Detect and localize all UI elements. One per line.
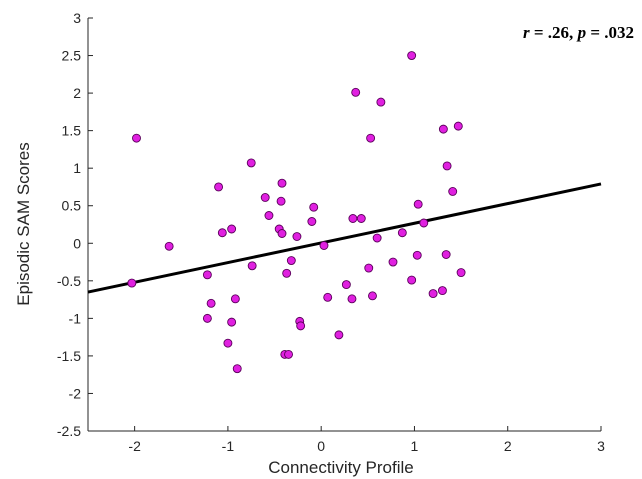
data-point [347, 294, 357, 304]
data-point [366, 133, 376, 143]
data-point [372, 233, 382, 243]
y-tick-label: 0 [73, 235, 81, 251]
regression-line [87, 182, 602, 294]
data-point [214, 182, 224, 192]
y-tick-label: -1 [69, 310, 82, 326]
data-point [453, 121, 463, 131]
data-point [247, 261, 257, 271]
data-points [127, 51, 466, 374]
data-point [230, 294, 240, 304]
data-point [351, 87, 361, 97]
r-symbol: r [523, 23, 530, 42]
y-tick-label: 2.5 [62, 48, 82, 64]
data-point [307, 217, 317, 226]
data-point [282, 268, 292, 278]
y-tick-label: -1.5 [57, 348, 81, 364]
y-tick-label: 3 [73, 10, 81, 26]
x-axis-title: Connectivity Profile [268, 458, 414, 477]
y-tick-label: -2.5 [57, 423, 81, 439]
data-point [277, 178, 287, 188]
y-tick-label: 1 [73, 160, 81, 176]
data-point [364, 263, 374, 273]
y-axis-title: Episodic SAM Scores [14, 142, 33, 305]
correlation-annotation: r = .26, p = .032 [523, 23, 634, 42]
data-point [341, 280, 351, 290]
data-point [232, 364, 242, 374]
data-point [164, 241, 174, 251]
axes [87, 18, 601, 432]
data-point [264, 211, 274, 220]
data-point [284, 349, 293, 359]
data-point [206, 298, 216, 308]
data-point [412, 250, 422, 260]
x-tick-label: -2 [128, 438, 141, 454]
y-tick-label: 1.5 [62, 123, 82, 139]
data-point [428, 289, 438, 299]
x-tick-label: 0 [317, 438, 325, 454]
data-point [260, 193, 270, 202]
data-point [438, 124, 448, 134]
data-point [456, 268, 466, 278]
data-point [202, 270, 212, 280]
data-point [246, 158, 256, 168]
x-tick-label: 3 [597, 438, 605, 454]
data-point [368, 291, 377, 301]
data-point [407, 51, 417, 60]
data-point [413, 199, 423, 209]
data-point [319, 241, 329, 250]
data-point [202, 313, 212, 323]
data-point [217, 228, 227, 238]
data-point [388, 257, 398, 267]
data-point [292, 232, 302, 241]
data-point [441, 250, 451, 259]
x-tick-label: 1 [411, 438, 419, 454]
p-symbol: p [576, 23, 587, 42]
data-point [286, 256, 296, 265]
data-point [296, 321, 306, 331]
x-tick-label: -1 [222, 438, 235, 454]
data-point [397, 228, 407, 238]
data-point [419, 218, 429, 228]
y-ticks: -2.5 -2 -1.5 -1 -0.5 0 0.5 1 1.5 2 2.5 3 [57, 10, 93, 439]
p-value: = .032 [586, 23, 634, 42]
data-point [323, 292, 333, 302]
data-point [227, 317, 237, 327]
r-value: = .26, [530, 23, 578, 42]
data-point [407, 275, 417, 285]
data-point [334, 330, 344, 340]
y-tick-label: -2 [69, 385, 82, 401]
data-point [309, 202, 319, 212]
data-point [356, 214, 366, 223]
data-point [442, 161, 452, 171]
data-point [276, 196, 286, 206]
data-point [277, 229, 287, 238]
data-point [132, 133, 141, 143]
data-point [223, 338, 233, 348]
data-point [348, 214, 358, 223]
data-point [127, 278, 137, 288]
y-tick-label: -0.5 [57, 273, 81, 289]
x-tick-label: 2 [504, 438, 512, 454]
y-tick-label: 2 [73, 85, 81, 101]
data-point [437, 286, 447, 296]
data-point [376, 97, 386, 107]
data-point [448, 187, 458, 196]
y-tick-label: 0.5 [62, 198, 82, 214]
x-ticks: -2 -1 0 1 2 3 [128, 426, 605, 454]
data-point [227, 224, 237, 234]
